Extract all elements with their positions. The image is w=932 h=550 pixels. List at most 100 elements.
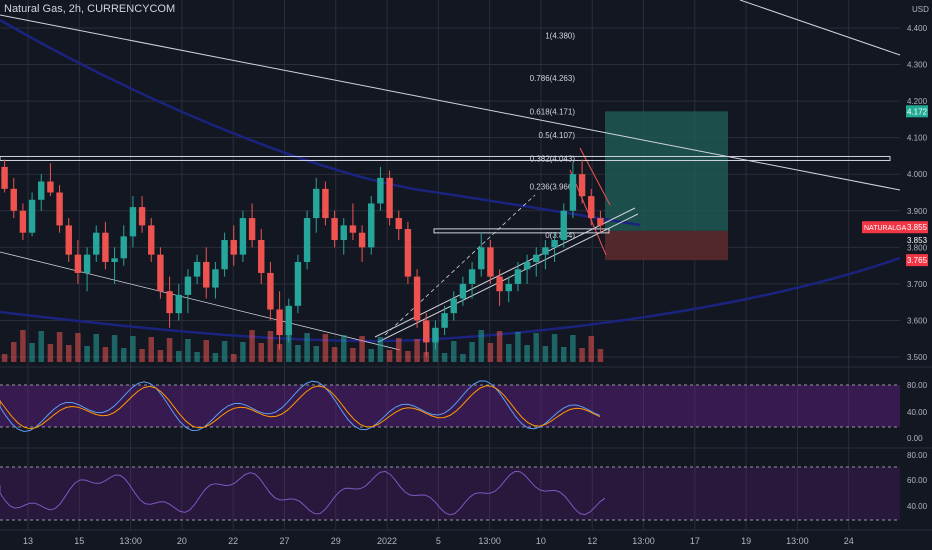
volume-bar	[121, 348, 127, 362]
candle-body	[83, 254, 91, 273]
candle-body	[368, 203, 375, 248]
candle-body	[395, 218, 402, 230]
x-tick-label: 10	[536, 536, 546, 546]
x-tick-label: 27	[279, 536, 289, 546]
y-tick-label: 4.000	[907, 170, 928, 179]
candle-body	[175, 294, 182, 314]
candle-body	[386, 177, 393, 219]
x-tick-label: 12	[587, 536, 597, 546]
candle-body	[203, 261, 210, 288]
volume-bar	[231, 354, 237, 362]
currency-label: USD	[912, 5, 929, 14]
volume-bar	[386, 350, 393, 362]
candle-body	[258, 240, 265, 273]
candle-body	[533, 254, 540, 262]
x-tick-label: 29	[331, 536, 341, 546]
volume-bar	[75, 333, 81, 362]
fib-label: 0.5(4.107)	[539, 131, 576, 140]
volume-bar	[396, 338, 402, 362]
candle-body	[193, 261, 201, 277]
ma-blue-upper	[0, 18, 641, 227]
y-tick-label: 3.800	[907, 243, 928, 252]
volume-bar	[460, 354, 466, 362]
volume-bar	[286, 332, 292, 362]
y-tick-label: 4.100	[907, 134, 928, 143]
candle-body	[47, 181, 54, 193]
volume-bar	[203, 340, 209, 362]
x-tick-label: 13:00	[632, 536, 655, 546]
candle-body	[322, 188, 329, 219]
stoch-tick: 0.00	[907, 434, 923, 443]
candle-body	[267, 272, 274, 310]
volume-bar	[304, 333, 310, 362]
candle-body	[239, 218, 247, 255]
price-tag-value-bg	[906, 221, 928, 234]
volume-bar	[20, 330, 26, 362]
candle-body	[413, 276, 421, 321]
candle-body	[212, 269, 219, 288]
candle-body	[56, 192, 63, 226]
stoch-tick: 40.00	[907, 408, 928, 417]
x-tick-label: 19	[741, 536, 751, 546]
x-tick-label: 2022	[377, 536, 397, 546]
x-tick-label: 17	[690, 536, 700, 546]
channel-line-b	[377, 213, 639, 343]
volume-bar	[66, 345, 72, 362]
candle-body	[478, 247, 485, 270]
volume-bar	[542, 346, 549, 362]
trendline-lower	[0, 251, 401, 351]
price-tag-sub: 3.853	[907, 236, 928, 245]
x-tick-label: 13:00	[786, 536, 809, 546]
chart-title: Natural Gas, 2h, CURRENCYCOM	[4, 3, 176, 15]
candle-body	[294, 261, 302, 306]
candle-body	[404, 229, 412, 277]
volume-bar	[11, 342, 17, 362]
candle-body	[441, 313, 448, 328]
candle-body	[111, 258, 118, 262]
volume-bar	[377, 337, 384, 362]
volume-bar	[551, 334, 558, 362]
stop-tag-bg	[906, 254, 928, 267]
candle-body	[276, 309, 283, 336]
candle-body	[542, 247, 549, 255]
candle-body	[560, 210, 567, 241]
wedge-upper	[579, 147, 611, 206]
volume-bar	[579, 348, 585, 362]
candle-body	[468, 269, 476, 284]
volume-bar	[240, 342, 246, 362]
volume-bar	[496, 331, 503, 362]
volume-bar	[139, 349, 145, 362]
candle-body	[377, 177, 384, 204]
trendline-top	[739, 0, 901, 56]
candle-body	[38, 181, 45, 200]
volume-bar	[194, 352, 200, 362]
target-tag-bg	[906, 105, 928, 118]
volume-bar	[130, 336, 136, 362]
volume-bar	[423, 352, 429, 362]
candle-body	[93, 232, 100, 255]
x-tick-label: 22	[228, 536, 238, 546]
rsi-tick: 60.00	[907, 476, 928, 485]
support-line	[433, 228, 610, 234]
volume-bar	[487, 343, 494, 362]
candle-body	[505, 283, 512, 292]
x-tick-label: 24	[844, 536, 854, 546]
volume-bar	[524, 345, 530, 362]
candle-body	[340, 225, 347, 241]
x-tick-label: 20	[177, 536, 187, 546]
volume-bar	[56, 332, 63, 362]
candle-body	[358, 232, 366, 248]
fib-label: 0(3.834)	[545, 231, 575, 240]
candle-body	[221, 240, 228, 270]
volume-bar	[157, 350, 164, 362]
price-tag-value: 3.855	[907, 223, 928, 232]
volume-bar	[368, 349, 374, 362]
volume-bar	[533, 333, 539, 362]
candle-body	[74, 254, 82, 273]
candle-body	[120, 236, 127, 259]
candle-body	[331, 218, 338, 241]
volume-bar	[111, 335, 118, 362]
candle-body	[230, 240, 237, 255]
volume-bar	[469, 342, 475, 362]
candle-body	[19, 210, 27, 233]
